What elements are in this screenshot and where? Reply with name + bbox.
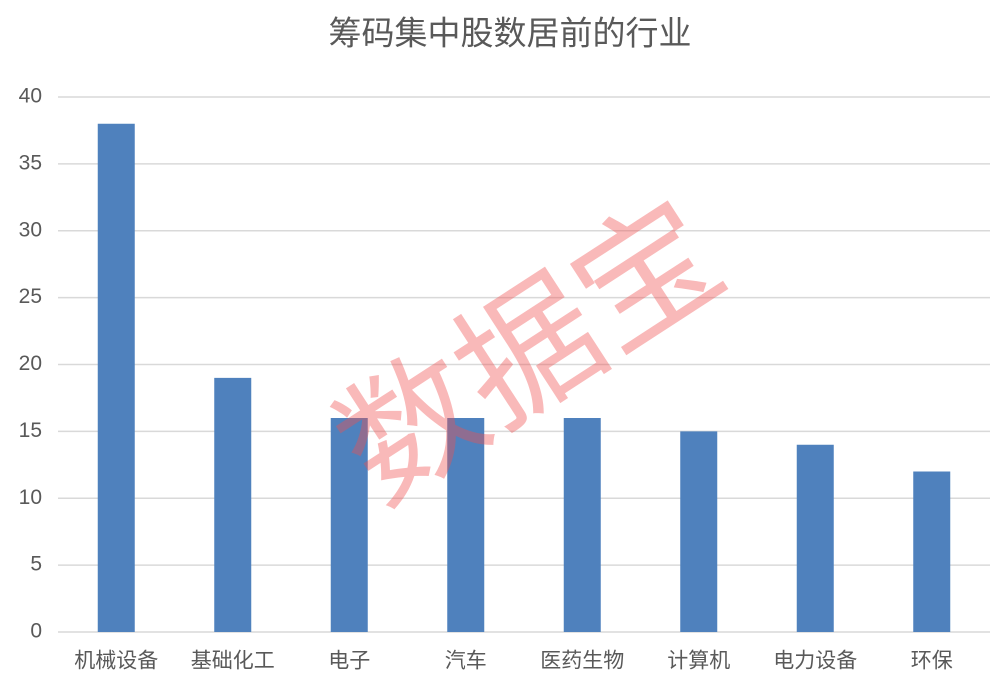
x-tick-label: 环保 <box>911 650 953 673</box>
x-tick-label: 汽车 <box>445 650 487 673</box>
bar <box>214 377 252 632</box>
y-tick-label: 30 <box>19 218 42 241</box>
x-tick-label: 计算机 <box>667 650 730 673</box>
y-tick-label: 40 <box>19 85 42 108</box>
bar <box>330 418 368 632</box>
x-tick-label: 基础化工 <box>191 650 275 673</box>
x-tick-label: 医药生物 <box>540 650 624 673</box>
bar <box>97 123 135 632</box>
bar <box>563 418 601 632</box>
x-tick-label: 机械设备 <box>74 650 158 673</box>
y-tick-label: 10 <box>19 486 42 509</box>
x-tick-label: 电子 <box>328 650 370 673</box>
bar <box>796 444 834 632</box>
bar <box>447 418 485 632</box>
bar <box>680 431 718 632</box>
y-tick-label: 25 <box>19 285 42 308</box>
y-tick-label: 15 <box>19 419 42 442</box>
bar <box>913 471 951 632</box>
y-tick-label: 35 <box>19 151 42 174</box>
y-tick-label: 20 <box>19 352 42 375</box>
chart-title: 筹码集中股数居前的行业 <box>329 15 692 52</box>
y-tick-label: 5 <box>30 553 42 576</box>
y-tick-label: 0 <box>30 620 42 643</box>
x-tick-label: 电力设备 <box>773 650 857 673</box>
